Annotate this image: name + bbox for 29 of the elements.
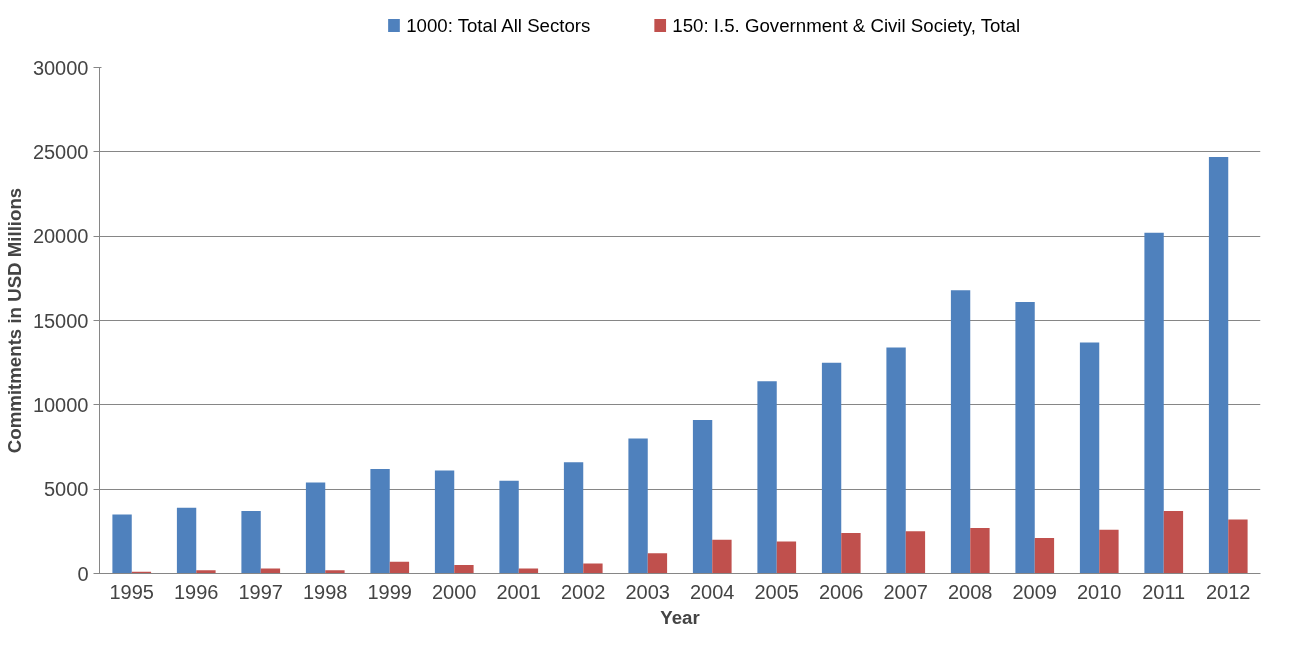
y-tick-label: 5000: [44, 478, 89, 501]
x-tick-label: 1995: [109, 580, 154, 603]
x-tick-label: 1996: [174, 580, 219, 603]
x-tick-label: 2008: [948, 580, 993, 603]
x-tick-label: 1997: [238, 580, 283, 603]
x-tick-label: 2005: [754, 580, 799, 603]
y-tick-label: 20000: [32, 225, 89, 248]
x-tick-label: 2012: [1206, 580, 1251, 603]
x-tick-label: 2011: [1142, 580, 1186, 603]
y-tick-label: 0: [77, 562, 89, 585]
y-axis-title: Commitments in USD Millions: [3, 187, 25, 454]
legend-label: 150: I.5. Government & Civil Society, Total: [672, 15, 1021, 36]
x-tick-label: 1999: [367, 580, 412, 603]
x-tick-label: 1998: [303, 580, 348, 603]
x-tick-label: 2001: [496, 580, 541, 603]
y-tick-label: 10000: [32, 393, 89, 416]
x-tick-label: 2003: [625, 580, 670, 603]
x-tick-label: 2006: [819, 580, 864, 603]
y-tick-label: 30000: [32, 56, 89, 79]
x-tick-label: 2002: [561, 580, 606, 603]
x-tick-label: 2004: [690, 580, 735, 603]
y-tick-label: 15000: [32, 309, 89, 332]
x-axis-title: Year: [660, 606, 700, 628]
x-tick-label: 2000: [432, 580, 477, 603]
x-tick-label: 2007: [883, 580, 928, 603]
x-tick-label: 2010: [1077, 580, 1122, 603]
x-tick-label: 2009: [1012, 580, 1057, 603]
y-tick-label: 25000: [32, 140, 89, 163]
legend-label: 1000: Total All Sectors: [406, 15, 591, 36]
